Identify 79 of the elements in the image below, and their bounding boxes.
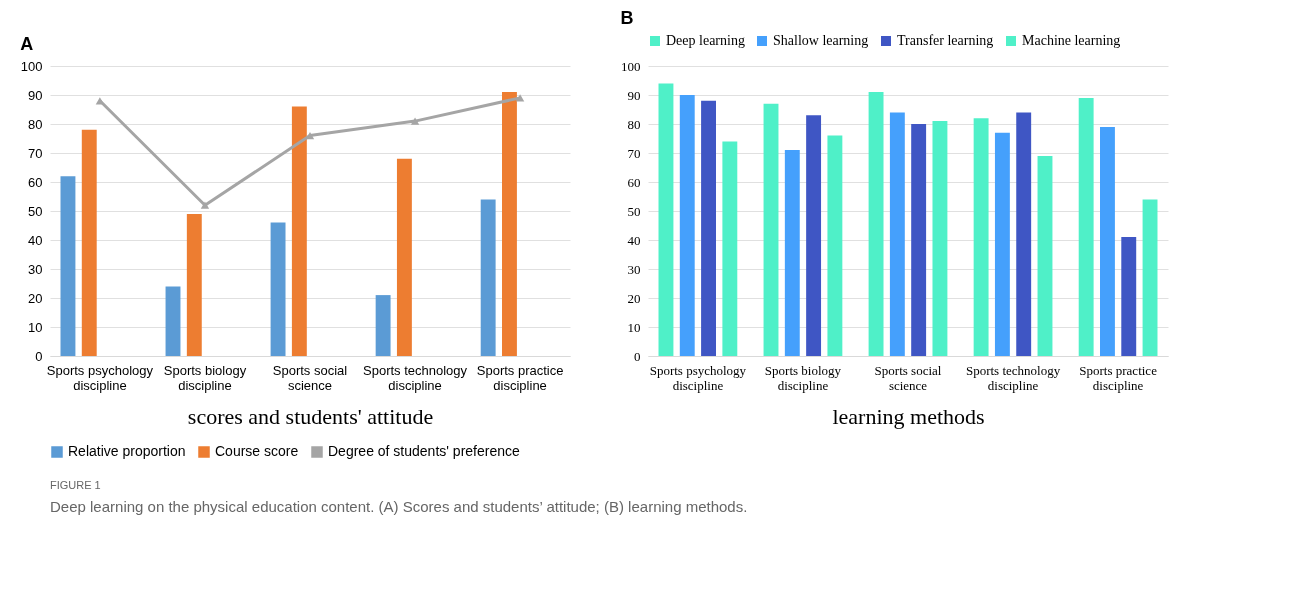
point [305,131,315,140]
bar [186,213,202,356]
bar [396,158,412,356]
bar [784,150,800,356]
bar [806,115,822,356]
y-tick-label: 10 [28,319,43,335]
legend-label: Relative proportion [68,443,186,459]
x-tick-label: Sports technology discipline [363,362,468,393]
bar [722,141,738,356]
bar [375,295,391,356]
y-tick-label: 50 [28,203,43,219]
bar [1078,97,1094,356]
chart-title: A [20,34,34,54]
x-axis-title: learning methods [832,403,985,429]
bar [658,83,674,356]
x-tick-label: Sports social science [874,362,942,393]
y-tick-label: 90 [28,87,43,103]
x-tick-label: Sports psychology discipline [649,362,747,393]
y-tick-label: 20 [627,290,641,306]
point [515,94,525,102]
x-tick-label: Sports technology discipline [965,362,1061,393]
y-tick-label: 100 [621,58,641,74]
y-tick-label: 30 [28,261,43,277]
bar [165,286,181,356]
bar [270,222,286,356]
bar [81,129,97,356]
y-tick-label: 90 [627,87,641,103]
x-tick-label: Sports biology discipline [764,362,842,393]
x-tick-label: Sports social science [272,362,348,393]
bar [911,124,927,356]
bar [1142,199,1158,356]
y-tick-label: 60 [28,174,43,190]
bar [1121,237,1137,356]
bar [60,176,76,356]
bar [868,92,884,356]
bar [889,112,905,356]
bar [701,100,716,356]
bar [1016,112,1032,356]
y-tick-label: 50 [627,203,641,219]
y-tick-label: 0 [35,348,43,364]
bar [502,92,517,356]
bar [1100,126,1115,356]
y-tick-label: 60 [627,174,641,190]
legend-label: Course score [215,443,299,459]
y-tick-label: 30 [627,261,641,277]
y-tick-label: 10 [627,319,641,335]
y-tick-label: 80 [28,116,43,132]
bar [1037,155,1053,356]
y-tick-label: 20 [28,290,43,306]
legend-label: Transfer learning [897,33,994,48]
y-tick-label: 0 [634,348,641,364]
point [410,117,420,125]
bar [973,118,989,356]
point [200,201,210,209]
x-tick-label: Sports practice discipline [1079,362,1158,393]
legend-label: Degree of students' preference [328,443,520,459]
legend-label: Deep learning [666,33,745,48]
caption: FIGURE 1 [50,479,101,491]
x-tick-label: Sports practice discipline [476,362,564,393]
bar [291,106,307,356]
legend-label: Shallow learning [773,33,869,48]
y-tick-label: 100 [20,58,43,74]
bar [679,95,695,356]
bar [480,199,496,356]
y-tick-label: 70 [627,145,641,161]
y-tick-label: 70 [28,145,43,161]
bar [994,132,1010,356]
legend-label: Machine learning [1022,33,1121,48]
x-axis-title: scores and students' attitude [187,403,434,429]
x-tick-label: Sports biology discipline [163,362,247,393]
y-tick-label: 40 [627,232,641,248]
text: Deep learning on the physical education content. (A) Scores and students’ attitude; (B) learning methods. [50,498,748,515]
bar [763,103,779,356]
bar [827,135,843,356]
x-tick-label: Sports psychology discipline [46,362,154,393]
bar [932,121,948,356]
chart-title: B [620,8,634,28]
y-tick-label: 40 [28,232,43,248]
y-tick-label: 80 [627,116,641,132]
